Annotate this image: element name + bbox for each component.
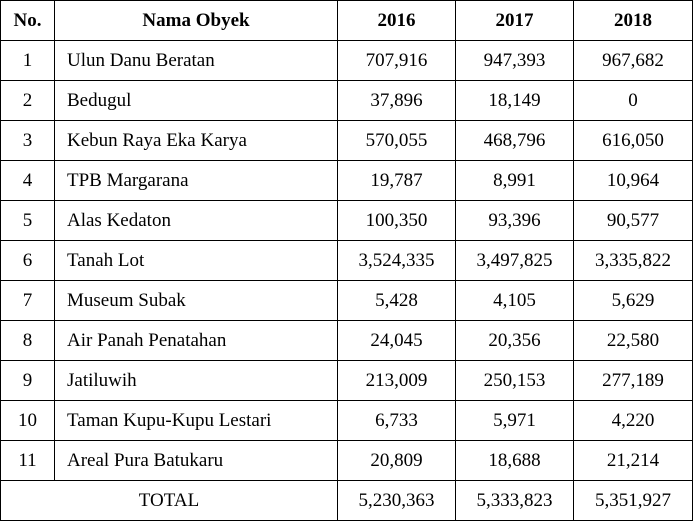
header-2016: 2016 [337,0,456,41]
value-2016: 707,916 [337,40,456,81]
object-name: TPB Margarana [54,160,338,201]
value-2016: 213,009 [337,360,456,401]
total-row: TOTAL 5,230,363 5,333,823 5,351,927 [0,480,693,521]
table-row: 2 Bedugul 37,896 18,149 0 [0,80,693,121]
row-number: 2 [0,80,55,121]
value-2017: 250,153 [455,360,574,401]
value-2017: 5,971 [455,400,574,441]
value-2017: 947,393 [455,40,574,81]
value-2016: 100,350 [337,200,456,241]
table-row: 11 Areal Pura Batukaru 20,809 18,688 21,… [0,440,693,481]
object-name: Ulun Danu Beratan [54,40,338,81]
object-name: Alas Kedaton [54,200,338,241]
value-2018: 3,335,822 [573,240,693,281]
table-row: 8 Air Panah Penatahan 24,045 20,356 22,5… [0,320,693,361]
row-number: 1 [0,40,55,81]
object-name: Tanah Lot [54,240,338,281]
object-name: Kebun Raya Eka Karya [54,120,338,161]
object-name: Areal Pura Batukaru [54,440,338,481]
object-name: Air Panah Penatahan [54,320,338,361]
value-2018: 22,580 [573,320,693,361]
row-number: 7 [0,280,55,321]
row-number: 5 [0,200,55,241]
value-2018: 0 [573,80,693,121]
value-2017: 93,396 [455,200,574,241]
table-row: 4 TPB Margarana 19,787 8,991 10,964 [0,160,693,201]
value-2017: 4,105 [455,280,574,321]
value-2018: 277,189 [573,360,693,401]
table-header-row: No. Nama Obyek 2016 2017 2018 [0,0,693,41]
row-number: 8 [0,320,55,361]
total-label: TOTAL [0,480,338,521]
row-number: 9 [0,360,55,401]
value-2016: 6,733 [337,400,456,441]
table-row: 7 Museum Subak 5,428 4,105 5,629 [0,280,693,321]
row-number: 6 [0,240,55,281]
value-2016: 24,045 [337,320,456,361]
value-2016: 20,809 [337,440,456,481]
value-2018: 5,629 [573,280,693,321]
row-number: 3 [0,120,55,161]
total-2018: 5,351,927 [573,480,693,521]
value-2016: 3,524,335 [337,240,456,281]
value-2017: 3,497,825 [455,240,574,281]
value-2018: 21,214 [573,440,693,481]
value-2017: 18,688 [455,440,574,481]
object-name: Museum Subak [54,280,338,321]
value-2016: 19,787 [337,160,456,201]
header-2017: 2017 [455,0,574,41]
row-number: 10 [0,400,55,441]
object-name: Bedugul [54,80,338,121]
table-row: 10 Taman Kupu-Kupu Lestari 6,733 5,971 4… [0,400,693,441]
value-2017: 8,991 [455,160,574,201]
header-no: No. [0,0,55,41]
value-2018: 90,577 [573,200,693,241]
value-2018: 616,050 [573,120,693,161]
table-row: 5 Alas Kedaton 100,350 93,396 90,577 [0,200,693,241]
header-2018: 2018 [573,0,693,41]
value-2018: 967,682 [573,40,693,81]
total-2016: 5,230,363 [337,480,456,521]
value-2016: 37,896 [337,80,456,121]
table-row: 1 Ulun Danu Beratan 707,916 947,393 967,… [0,40,693,81]
total-2017: 5,333,823 [455,480,574,521]
value-2017: 468,796 [455,120,574,161]
table-row: 6 Tanah Lot 3,524,335 3,497,825 3,335,82… [0,240,693,281]
object-name: Jatiluwih [54,360,338,401]
value-2017: 20,356 [455,320,574,361]
table-row: 9 Jatiluwih 213,009 250,153 277,189 [0,360,693,401]
value-2016: 5,428 [337,280,456,321]
row-number: 11 [0,440,55,481]
value-2016: 570,055 [337,120,456,161]
value-2018: 10,964 [573,160,693,201]
value-2017: 18,149 [455,80,574,121]
row-number: 4 [0,160,55,201]
value-2018: 4,220 [573,400,693,441]
table-row: 3 Kebun Raya Eka Karya 570,055 468,796 6… [0,120,693,161]
header-name: Nama Obyek [54,0,338,41]
object-name: Taman Kupu-Kupu Lestari [54,400,338,441]
